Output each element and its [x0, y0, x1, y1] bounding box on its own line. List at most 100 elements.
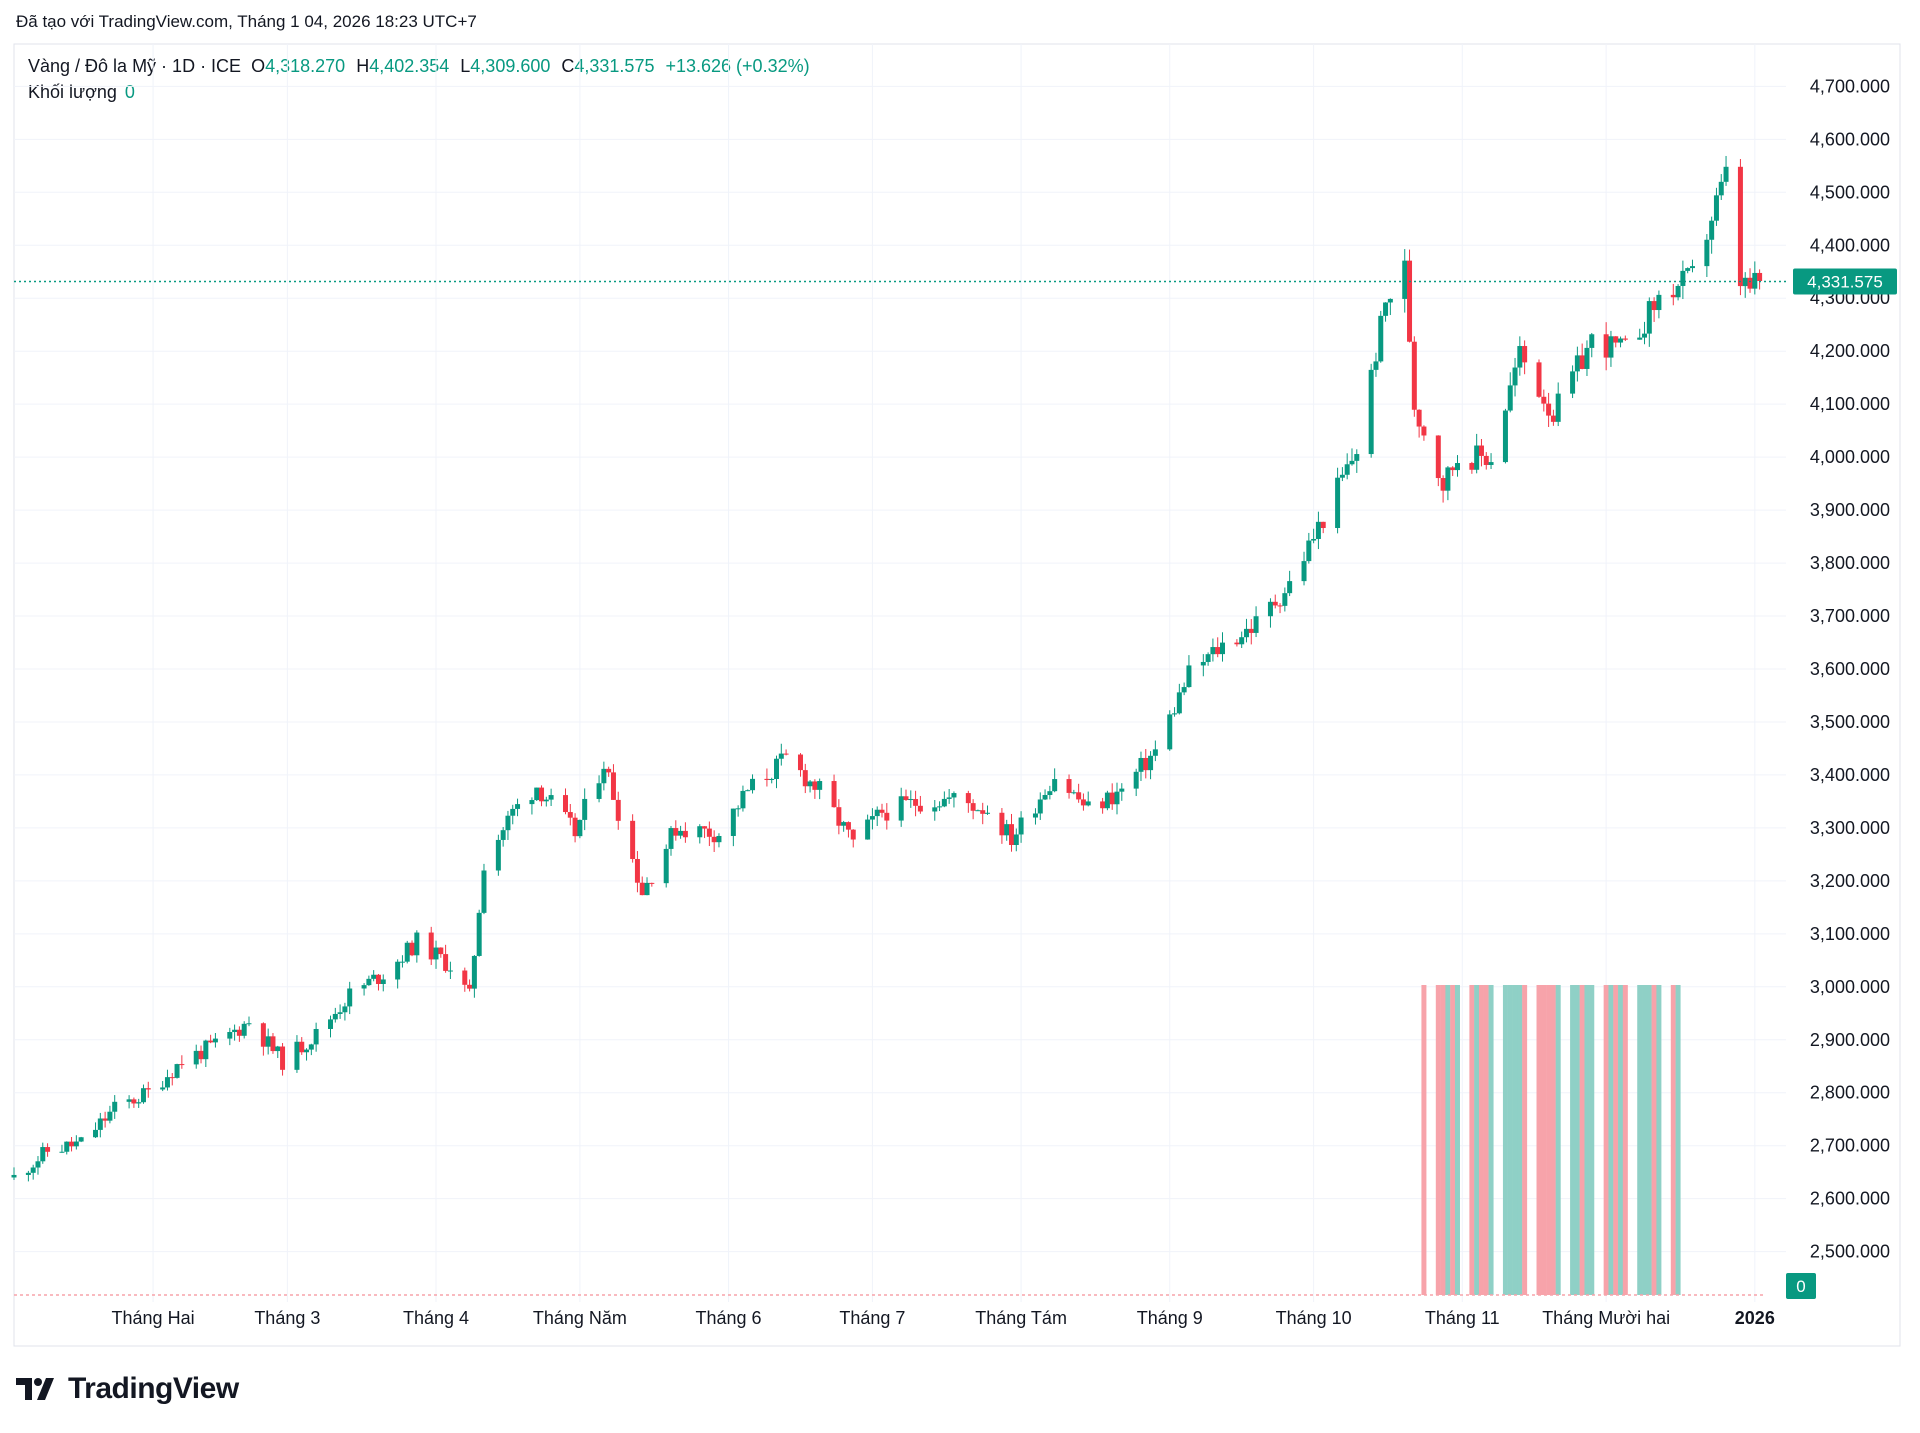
candle-body [1502, 410, 1508, 463]
candle-body [1723, 166, 1729, 182]
candle-body [342, 1006, 348, 1013]
candle-body [1387, 298, 1393, 303]
candle-body [1143, 757, 1149, 771]
y-tick-label: 3,400.000 [1810, 765, 1890, 785]
volume-bar [1613, 985, 1619, 1295]
candle-body [941, 798, 947, 807]
volume-label: Khối lượng [28, 82, 117, 102]
candle-body [510, 808, 516, 816]
candle-body [35, 1161, 41, 1168]
candle-body [1339, 474, 1345, 478]
candle-body [1440, 478, 1446, 491]
price-chart[interactable]: 2,500.000 2,600.000 2,700.000 2,800.000 2,90… [0, 0, 1920, 1360]
tradingview-logo-text: TradingView [68, 1372, 239, 1405]
volume-value-label-bg [1786, 1273, 1816, 1299]
y-tick-label: 4,500.000 [1810, 182, 1890, 202]
candle-body [481, 870, 487, 913]
candle-body [1066, 779, 1072, 793]
candle-body [817, 781, 823, 790]
candle-body [1080, 799, 1086, 806]
candle-body [1656, 294, 1662, 311]
candle-body [447, 970, 453, 972]
candle-body [769, 778, 775, 781]
candle-body [1474, 445, 1480, 470]
candle-body [1546, 403, 1552, 416]
candle-body [107, 1111, 113, 1121]
candle-body [634, 858, 640, 883]
candle-body [1335, 477, 1341, 529]
candle-body [395, 961, 401, 980]
candle-body [999, 812, 1005, 836]
candle-body [495, 839, 501, 871]
candle-body [812, 781, 818, 790]
symbol-name: Vàng / Đô la Mỹ · 1D · ICE [28, 56, 242, 76]
candle-body [476, 912, 482, 956]
y-tick-label: 2,900.000 [1810, 1030, 1890, 1050]
candle-body [1675, 285, 1681, 298]
candle-body [462, 970, 468, 985]
candle-body [1541, 396, 1547, 404]
candle-body [562, 795, 568, 813]
candle-body [193, 1050, 199, 1065]
created-with-text: Đã tạo với TradingView.com, Tháng 1 04, … [16, 12, 477, 31]
candle-body [975, 810, 981, 812]
volume-bar [1642, 985, 1648, 1295]
candle-body [1354, 454, 1360, 461]
candle-body [1704, 239, 1710, 267]
y-tick-label: 2,800.000 [1810, 1083, 1890, 1103]
y-tick-label: 3,300.000 [1810, 818, 1890, 838]
candle-body [668, 828, 674, 849]
candle-body [97, 1118, 103, 1130]
candle-body [246, 1023, 252, 1025]
candle-body [1483, 455, 1489, 465]
candle-body [610, 772, 616, 800]
candle-body [850, 829, 856, 840]
candle-body [1445, 467, 1451, 491]
candle-body [371, 974, 377, 979]
candle-body [313, 1028, 319, 1045]
tradingview-logo[interactable]: TradingView [16, 1372, 239, 1406]
candle-body [1004, 824, 1010, 836]
candle-body [1306, 540, 1312, 562]
candle-body [802, 770, 808, 787]
y-tick-label: 3,100.000 [1810, 924, 1890, 944]
volume-bar [1421, 985, 1427, 1295]
candle-body [1205, 654, 1211, 662]
candle-body [169, 1077, 175, 1079]
y-tick-label: 2,600.000 [1810, 1189, 1890, 1209]
candle-body [414, 932, 420, 956]
volume-bar [1502, 985, 1508, 1295]
last-price-label-bg [1793, 268, 1897, 295]
candle-body [1589, 334, 1595, 348]
candle-body [25, 1172, 31, 1175]
candle-body [797, 754, 803, 771]
candle-body [577, 819, 583, 837]
candle-body [1670, 294, 1676, 298]
candle-body [865, 819, 871, 840]
close-value: 4,331.575 [574, 56, 655, 76]
candle-body [1517, 346, 1523, 368]
candle-body [1052, 779, 1058, 792]
volume-bar [1546, 985, 1552, 1295]
volume-value-label: 0 [1796, 1277, 1805, 1296]
candle-body [1181, 687, 1187, 693]
candle-body [126, 1099, 132, 1102]
candle-body [869, 816, 875, 820]
candle-body [164, 1077, 170, 1088]
candle-body [572, 817, 578, 837]
volume-bar [1637, 985, 1643, 1295]
candle-body [275, 1046, 281, 1052]
x-tick-label: Tháng 4 [403, 1308, 469, 1328]
candle-body [682, 830, 688, 838]
candle-body [1032, 813, 1038, 818]
candle-body [280, 1046, 286, 1070]
volume-bar [1574, 985, 1580, 1295]
candle-body [30, 1167, 36, 1173]
volume-bar [1570, 985, 1576, 1295]
candle-body [1085, 801, 1091, 806]
candle-body [711, 836, 717, 843]
candle-body [567, 812, 573, 818]
candle-body [500, 830, 506, 840]
candle-body [1407, 260, 1413, 342]
candle-body [160, 1087, 166, 1090]
